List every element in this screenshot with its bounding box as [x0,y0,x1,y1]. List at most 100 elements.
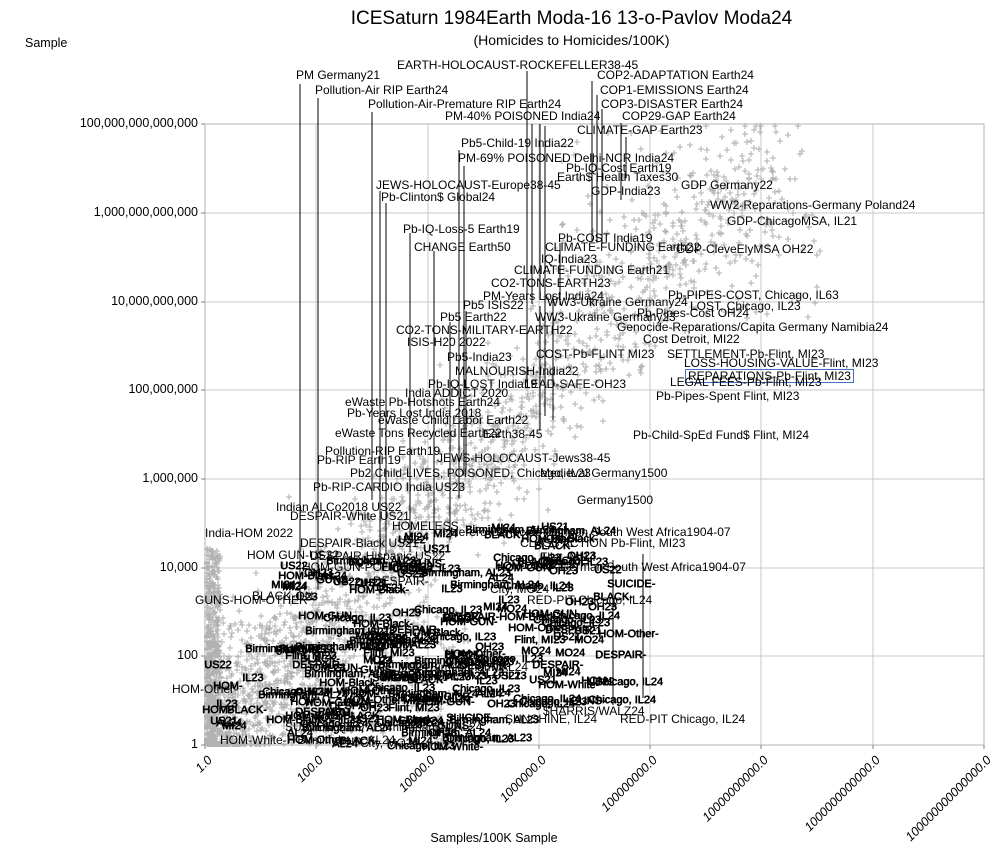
annotation-label: GDP-India23 [591,184,661,198]
annotation-label: HOMELESS [392,519,459,533]
label-fragment: MI24 [271,579,296,591]
label-fragment: BLACK- [227,704,267,716]
label-fragment: HOM-Other- [508,622,569,634]
label-fragment: HOM-Other- [287,734,348,746]
annotation-label: IQ-India23 [541,252,598,266]
label-fragment: Flint, MI23 [388,702,440,714]
annotation-label: BLACK-ON- [252,589,318,603]
label-fragment: Birmingham, AL24 [388,688,478,700]
label-fragment: Chicago, IL23 [428,631,496,643]
annotation-label: PM-Years Lost India24 [483,289,604,303]
label-fragment: IL23 [296,591,318,603]
annotation-label: JEWS-HOLOCAUST-Jews38-45 [437,451,611,465]
label-fragment: MI24 [222,720,247,732]
label-fragment: MO24 [555,647,585,659]
label-fragment: Birmingham, AL23 [304,668,394,680]
selected-annotation-label[interactable]: REPARATIONS-Pb-Flint, MI23 [685,369,854,383]
annotation-label: Germany1500 [577,493,654,507]
annotation-label: eWaste Child Labor Earth22 [378,413,529,427]
annotation-label: COP1-EMISSIONS Earth24 [600,83,749,97]
annotation-label: CLIMATE-FUNDING Earth22 [545,240,701,254]
label-fragment: Chicago, IL23 [367,631,435,643]
label-fragment: US21 [360,577,388,589]
annotation-label: LOSS-HOUSING-VALUE-Flint, MI23 [684,356,879,370]
label-fragment: Flint, MI23 [514,634,566,646]
annotation-label: Pb5-India23 [447,350,512,364]
label-fragment: DESPAIR- [459,660,511,672]
annotation-label: Medieval Germany1500 [540,466,668,480]
label-fragment: US21 [553,631,581,643]
label-fragment: MO24 [384,672,414,684]
label-fragment: HOM-Other- [344,694,405,706]
label-fragment: HOM- [202,704,232,716]
label-fragment: AL24 [345,696,371,708]
label-fragment: HOM-White- [422,741,484,753]
annotation-label: COP3-DISASTER Earth24 [601,97,744,111]
label-fragment: OH23 [355,577,384,589]
annotation-label: CLASS ACTION Pb-Flint, MI23 [520,536,686,550]
annotation-label: Pb-IQ-Cost Earth19 [566,161,672,175]
label-fragment: US21 [360,640,388,652]
label-fragment: HOM- [290,696,320,708]
label-fragment: MI24 [282,581,307,593]
label-fragment: DESPAIR- [385,669,437,681]
label-fragment: Birmingham, AL24 [258,689,348,701]
annotation-label: Pb5-Child-19 India22 [461,136,574,150]
label-fragment: SUICIDE- [446,712,495,724]
label-fragment: IL23 [401,719,423,731]
label-fragment: Birmingham, AL24 [401,727,491,739]
label-fragment: Birmingham, AL23 [449,714,539,726]
annotation-label: Pb-COST India19 [558,231,653,245]
label-fragment: BLACK- [407,674,447,686]
label-fragment: MO24 [355,630,385,642]
annotation-label: Pollution-RIP Earth19 [325,444,441,458]
y-tick-label: 100,000,000,000,000 [79,116,198,130]
label-fragment: MI24 [556,666,581,678]
label-fragment: MO24 [379,670,409,682]
selected-annotation-box[interactable]: REPARATIONS-Pb-Flint, MI23 [685,369,854,383]
chart-subtitle: (Homicides to Homicides/100K) [473,32,670,48]
annotation-label: COP29-GAP Earth24 [622,109,736,123]
label-fragment: AL24 [395,557,421,569]
label-fragment: MO24 [574,634,604,646]
label-fragment: BLACK- [517,556,557,568]
annotation-label: Genocide-Reparations/Capita Germany Nami… [617,320,889,334]
annotation-label: DESPAIR-Black US21 [300,536,419,550]
label-fragment: HOM-Black- [366,634,426,646]
label-fragment: DESPAIR- [292,659,344,671]
annotation-label: GUNS-HOM-OTHER [195,593,308,607]
annotation-label: HOM GUN-US22 [247,548,340,562]
annotation-label: PM-40% POISONED India24 [445,109,601,123]
annotation-label: LOST, Chicago, IL23 [690,299,801,313]
annotation-label: SUNSHINE, IL24 [505,712,598,726]
annotation-label: SETTLEMENT-Pb-Flint, MI23 [667,347,825,361]
label-fragment: GUNS- [398,715,434,727]
label-fragment: Chicago, IL24 [376,717,444,729]
label-fragment: Flint, MI23 [435,670,487,682]
label-fragment: SUICIDE- [425,691,474,703]
plot-border [204,123,985,746]
label-fragment: MI24 [491,522,516,534]
annotation-label: MALNOURISH-India22 [455,364,579,378]
annotation-label: eWaste Tons Recycled Earth22 [335,426,502,440]
label-fragment: HOM-Black- [319,677,379,689]
label-fragment: US22 [204,659,232,671]
label-fragment: Birmingham, AL23 [245,643,335,655]
annotation-label: RED-PIT Chicago, IL24 [620,712,746,726]
label-fragment: IL23 [476,675,498,687]
label-fragment: US21 [529,674,557,686]
label-fragment: Chicago, IL24 [595,676,663,688]
label-fragment: US21 [210,715,238,727]
label-fragment: OH23 [428,727,457,739]
label-fragment: HOM-GUN- [497,562,555,574]
annotation-label: eWaste Pb-Hotshots Earth24 [345,395,500,409]
label-fragment: Chicago, IL24 [262,686,330,698]
label-fragment: GUNS- [367,632,403,644]
label-fragment: Flint, MI23 [275,644,327,656]
label-fragment: HOM-Black- [285,710,345,722]
label-fragment: HOM- [581,675,611,687]
annotation-label: Pb-Years Lost India 2018 [347,406,482,420]
label-fragment: DESPAIR- [295,706,347,718]
label-fragment: MI24 [483,601,508,613]
label-fragment: US22 [594,564,622,576]
